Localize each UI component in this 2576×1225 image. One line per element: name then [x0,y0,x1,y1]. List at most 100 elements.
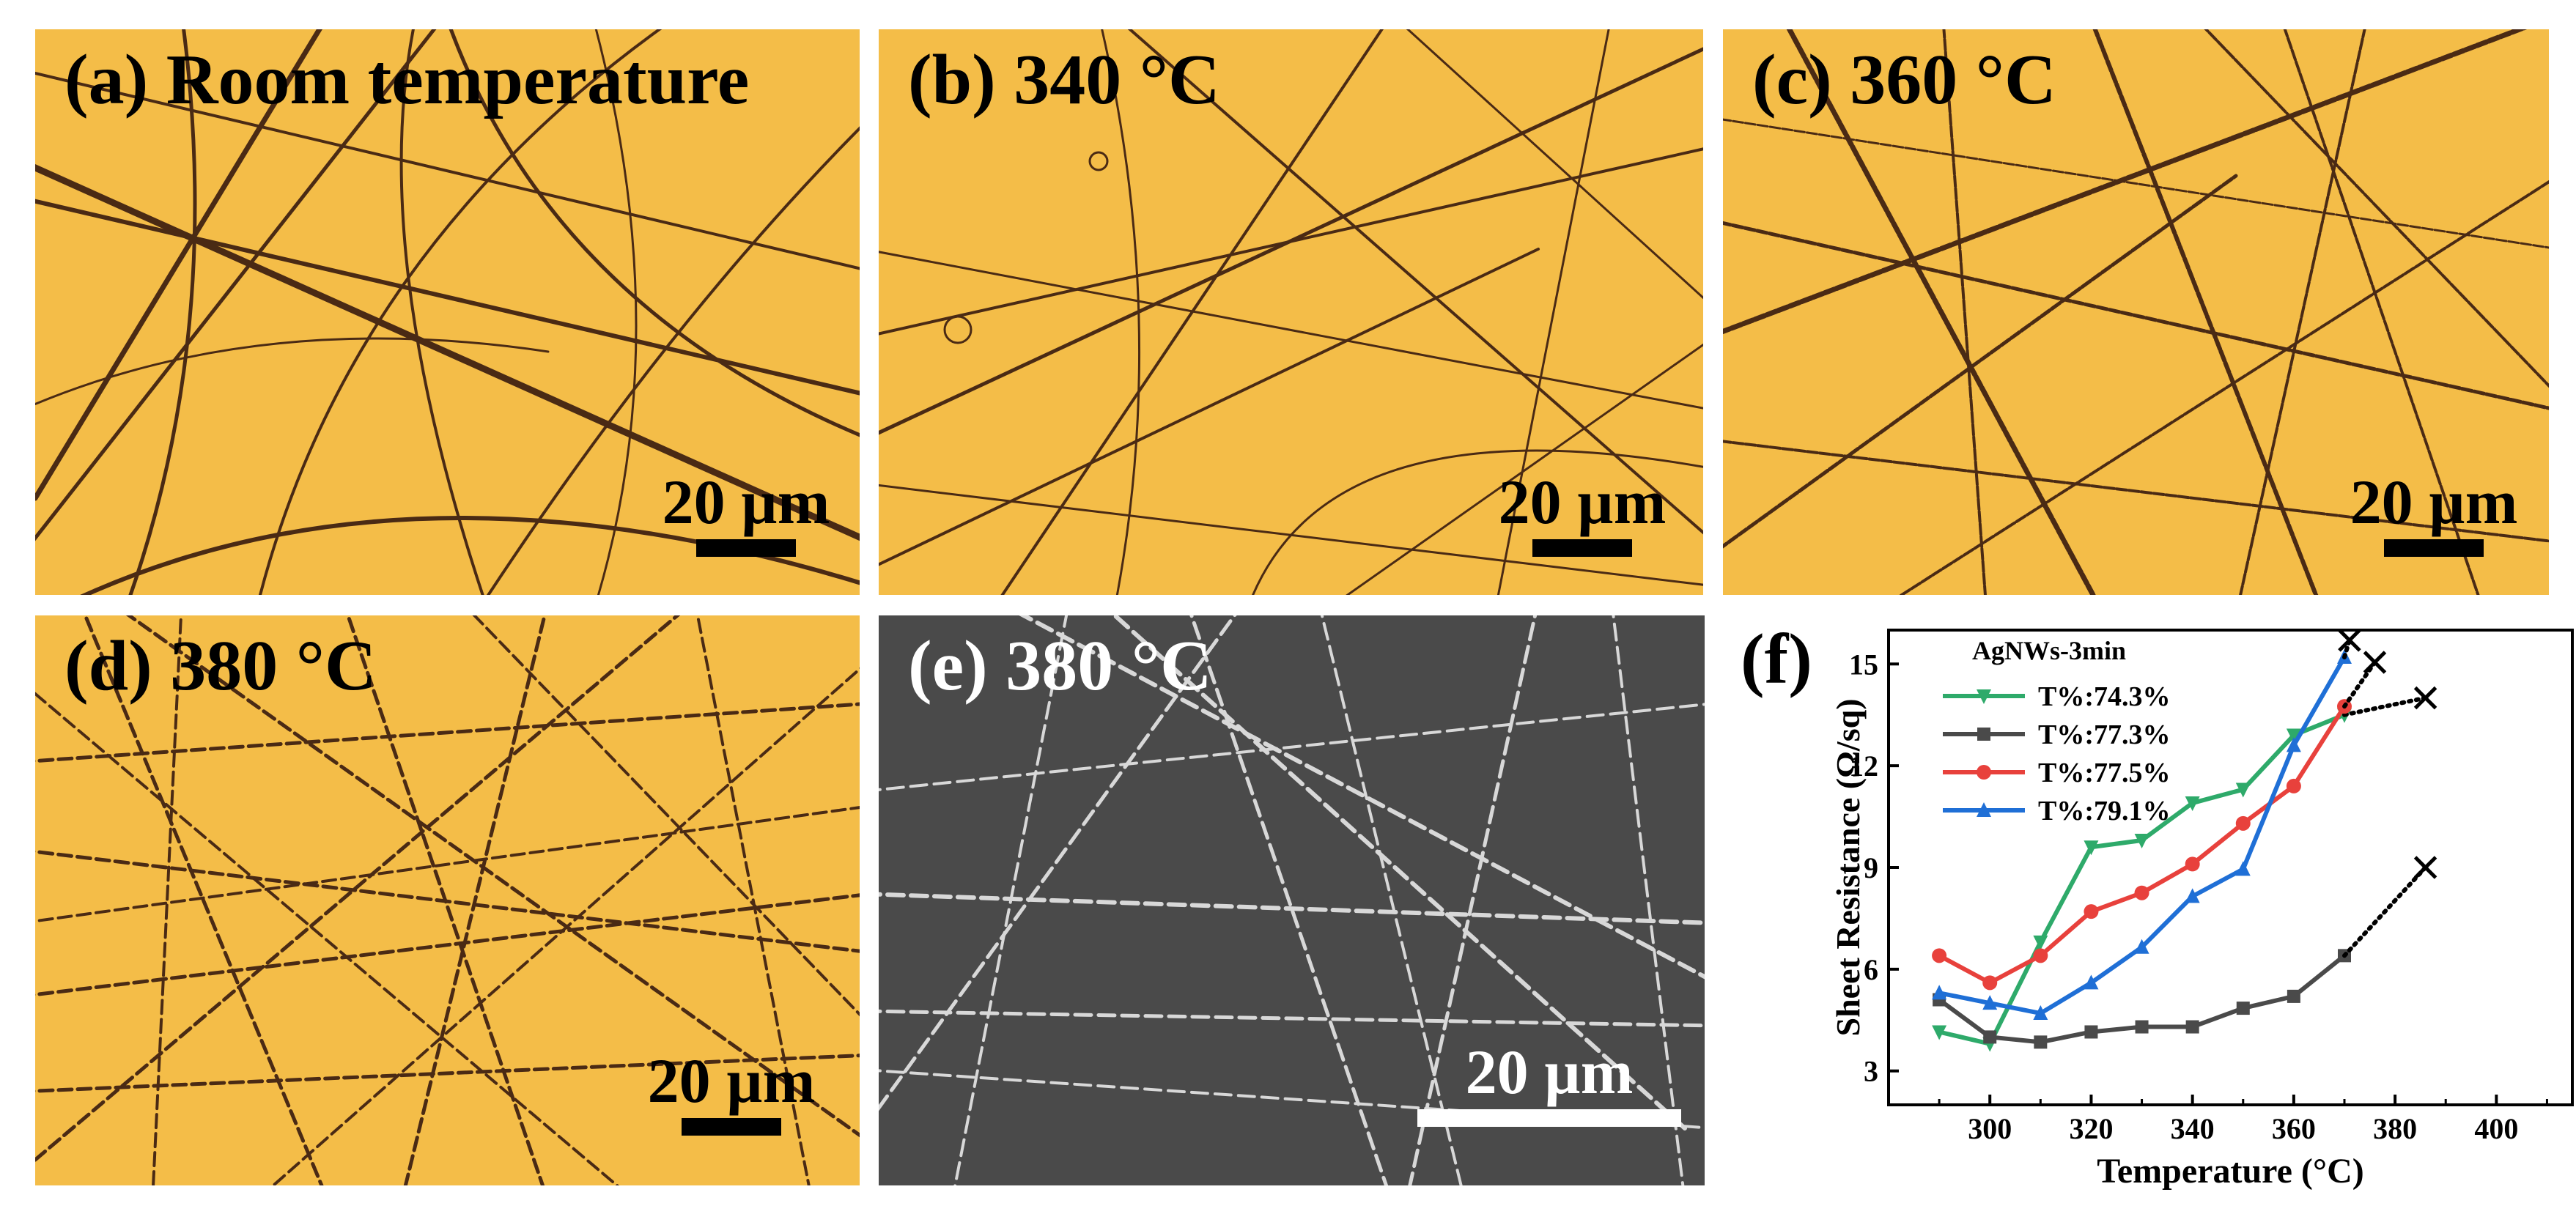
series-775 [1932,651,2387,991]
data-point [2084,1025,2098,1039]
panel-label: (c) 360 °C [1752,40,2056,119]
x-tick-label: 360 [2272,1112,2316,1145]
optical-micrograph-image [879,29,1703,595]
data-point [1932,985,1947,1000]
panel-label: (e) 380 °C [908,626,1212,706]
micrograph-340c: (b) 340 °C 20 µm [879,29,1703,595]
x-tick-label: 300 [1968,1112,2012,1145]
data-point [2185,1020,2199,1034]
legend-label: T%:77.5% [2038,758,2171,788]
data-point [2286,737,2301,752]
chart-series [1932,629,2437,1052]
scale-bar: 20 µm [1414,1040,1685,1127]
data-point [2135,1020,2149,1034]
data-point [1977,802,1991,817]
legend-item: T%:74.3% [1943,681,2171,712]
panel-label: (d) 380 °C [64,626,377,706]
data-point [2235,861,2251,876]
scale-bar-line [1532,539,1632,557]
legend-label: T%:79.1% [2038,796,2171,826]
data-point [2286,778,2301,793]
micrograph-380c-sem: (e) 380 °C 20 µm [879,615,1705,1185]
data-point [1977,765,1991,780]
legend-label: T%:77.3% [2038,719,2171,750]
data-point [2185,888,2200,903]
data-point [1983,1030,1997,1044]
scale-bar: 20 µm [636,1049,827,1136]
y-tick-label: 12 [1849,750,1878,782]
x-tick-label: 340 [2171,1112,2215,1145]
failure-extension [2342,695,2428,717]
data-point [2235,782,2251,798]
data-point [1982,995,1998,1010]
data-point [2084,974,2099,990]
scale-bar-label: 20 µm [1465,1037,1634,1107]
scale-bar: 20 µm [1487,470,1678,557]
data-point [2084,904,2099,919]
optical-micrograph-image [1723,29,2549,595]
data-point [2033,935,2048,950]
data-point [2134,939,2149,954]
micrograph-room-temperature: (a) Room temperature 20 µm [35,29,860,595]
data-point [2134,885,2149,900]
series-791 [1932,629,2361,1021]
x-tick-label: 380 [2373,1112,2417,1145]
data-point [1932,1025,1947,1040]
legend-item: T%:77.3% [1943,719,2171,750]
optical-micrograph-image [35,29,860,595]
failure-x-marker [2413,856,2437,879]
data-point [1977,728,1990,741]
scale-bar-line [682,1118,781,1136]
data-point [1932,948,1947,963]
scale-bar-line [696,539,796,557]
failure-x-marker [2338,629,2361,652]
failure-x-marker [2413,686,2437,710]
panel-label: (f) [1741,620,1812,699]
scale-bar-label: 20 µm [2350,467,2518,537]
y-axis-label: Sheet Resistance (Ω/sq) [1829,698,1867,1036]
scale-bar-label: 20 µm [1498,467,1667,537]
panel-label: (b) 340 °C [908,40,1220,119]
y-tick-label: 6 [1864,953,1878,986]
data-point [2235,815,2251,831]
data-point [2236,1002,2250,1015]
failure-extension [2342,865,2428,958]
panel-label: (a) Room temperature [64,40,750,119]
data-point [2134,833,2149,848]
data-point [2084,840,2099,856]
scale-bar-line [2384,539,2484,557]
legend-item: T%:79.1% [1943,796,2171,826]
data-point [2185,856,2200,872]
chart-axes: 300 320 340 360 380 400 3 6 9 12 15 [1849,629,2574,1145]
data-point [2287,989,2300,1003]
legend-label: T%:74.3% [2038,681,2171,712]
data-point [2185,796,2200,812]
chart-canvas: (f) 300 320 340 360 380 400 3 6 9 12 15 AgNWs-3min… [1741,620,2574,1191]
sheet-resistance-chart: (f) 300 320 340 360 380 400 3 6 9 12 15 AgNWs-3min… [1723,615,2576,1225]
data-point [2033,1005,2048,1021]
data-point [1982,975,1998,991]
failure-x-marker [2363,651,2387,674]
scale-bar-label: 20 µm [647,1045,816,1116]
micrograph-360c: (c) 360 °C 20 µm [1723,29,2549,595]
x-tick-label: 400 [2474,1112,2518,1145]
scale-bar-line [1417,1109,1681,1127]
data-point [2033,948,2048,963]
data-point [2034,1035,2048,1049]
data-point [2286,728,2301,744]
y-tick-label: 15 [1849,648,1878,681]
y-tick-label: 9 [1864,851,1878,884]
x-tick-label: 320 [2069,1112,2113,1145]
scale-bar: 20 µm [651,470,841,557]
y-tick-label: 3 [1864,1055,1878,1088]
series-773 [1933,856,2437,1049]
micrograph-380c-optical: (d) 380 °C 20 µm [35,615,860,1185]
chart-legend: AgNWs-3min T%:74.3% T%:77.3% T%:77.5% T%:79.… [1943,636,2171,826]
sem-micrograph-image [879,615,1705,1185]
x-axis-label: Temperature (°C) [2097,1152,2363,1191]
scale-bar: 20 µm [2339,470,2529,557]
optical-micrograph-image [35,615,860,1185]
data-point [1977,689,1991,704]
legend-title: AgNWs-3min [1972,636,2126,665]
legend-item: T%:77.5% [1943,758,2171,788]
